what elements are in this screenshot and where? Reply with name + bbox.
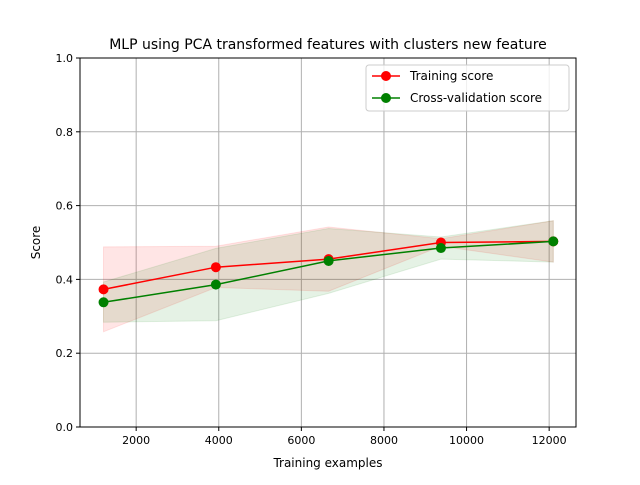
x-tick-label: 10000 [449, 434, 484, 447]
y-tick-label: 0.8 [56, 126, 74, 139]
data-point [435, 243, 446, 254]
x-tick-label: 12000 [532, 434, 567, 447]
y-axis-ticks: 0.0 0.2 0.4 0.6 0.8 1.0 [56, 52, 80, 434]
data-point [323, 255, 334, 266]
y-tick-label: 1.0 [56, 52, 74, 65]
legend-entries: Training score Cross-validation score [372, 69, 542, 105]
x-tick-label: 2000 [122, 434, 150, 447]
score-lines [98, 236, 559, 308]
y-tick-label: 0.6 [56, 200, 74, 213]
data-point [210, 262, 221, 273]
legend-label-0: Training score [409, 69, 493, 83]
x-tick-label: 8000 [370, 434, 398, 447]
y-tick-label: 0.0 [56, 421, 74, 434]
legend: Training score Cross-validation score [365, 64, 570, 112]
y-tick-label: 0.4 [56, 273, 74, 286]
plot-frame [79, 57, 577, 428]
data-point [548, 236, 559, 247]
data-point [210, 279, 221, 290]
legend-box [365, 64, 570, 112]
score-band-0 [103, 220, 554, 333]
chart-title: MLP using PCA transformed features with … [109, 37, 547, 53]
x-axis-label: Training examples [272, 456, 382, 470]
x-axis-ticks: 2000 4000 6000 8000 10000 12000 [122, 427, 567, 447]
data-point [98, 297, 109, 308]
x-tick-label: 4000 [205, 434, 233, 447]
legend-marker-0 [381, 71, 391, 81]
legend-marker-1 [381, 93, 391, 103]
x-tick-label: 6000 [287, 434, 315, 447]
data-point [98, 284, 109, 295]
y-axis-label: Score [29, 226, 43, 260]
legend-label-1: Cross-validation score [410, 91, 542, 105]
y-tick-label: 0.2 [56, 347, 74, 360]
